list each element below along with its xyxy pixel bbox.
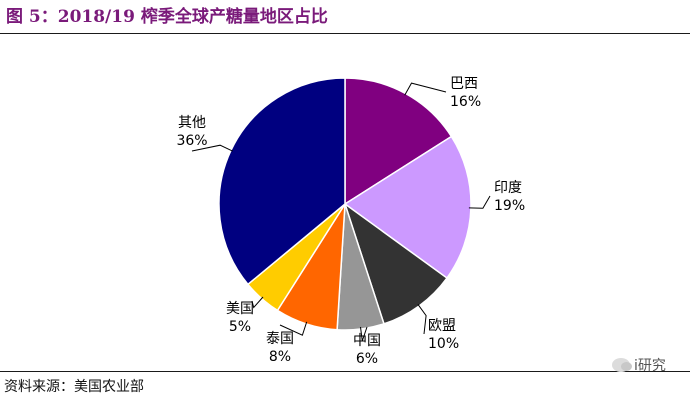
slice-value-6: 36% [176, 133, 207, 149]
slice-value-2: 10% [428, 336, 459, 352]
watermark-text: i研究 [634, 358, 666, 374]
wechat-icon [612, 358, 632, 372]
slice-label-5: 美国 [226, 301, 254, 317]
slice-value-5: 5% [229, 319, 251, 335]
leader-line-0 [404, 82, 447, 96]
watermark: i研究 [612, 355, 666, 375]
leader-line-6 [191, 144, 234, 152]
slice-label-0: 巴西 [450, 76, 478, 92]
slice-label-3: 中国 [353, 333, 381, 349]
leader-line-1 [468, 195, 491, 209]
slice-value-4: 8% [269, 349, 291, 365]
slice-value-1: 19% [494, 198, 525, 214]
leader-line-2 [417, 304, 427, 335]
leader-line-5 [251, 296, 264, 309]
bottom-divider [0, 371, 690, 372]
source-note: 资料来源：美国农业部 [4, 379, 144, 395]
pie-chart: 巴西 16% 印度 19% 欧盟 10% 中国 6% 泰国 8% 美国 5% 其他 36% [176, 76, 525, 367]
slice-label-1: 印度 [494, 180, 522, 196]
chart-title: 图 5：2018/19 榨季全球产糖量地区占比 [6, 7, 328, 27]
slice-label-6: 其他 [178, 115, 206, 131]
leader-line-4 [279, 321, 308, 336]
slice-label-4: 泰国 [266, 331, 294, 347]
slice-value-0: 16% [450, 94, 481, 110]
top-divider [0, 33, 690, 34]
slice-label-2: 欧盟 [428, 318, 456, 334]
slice-value-3: 6% [356, 351, 378, 367]
leader-line-3 [360, 326, 368, 342]
